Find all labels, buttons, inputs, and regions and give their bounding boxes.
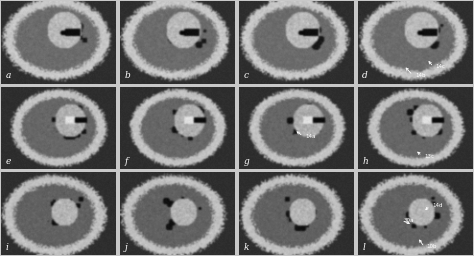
Text: e: e	[6, 157, 11, 166]
Text: 30a: 30a	[404, 218, 414, 223]
Text: f: f	[125, 157, 128, 166]
Text: b: b	[125, 71, 130, 80]
Text: i: i	[6, 243, 9, 252]
Text: a: a	[6, 71, 11, 80]
Text: l: l	[362, 243, 365, 252]
Text: 10b: 10b	[427, 244, 437, 249]
Text: j: j	[125, 243, 128, 252]
Text: d: d	[362, 71, 368, 80]
Text: c: c	[244, 71, 248, 80]
Text: 14d: 14d	[432, 203, 443, 208]
Text: 14b: 14b	[415, 73, 426, 78]
Text: h: h	[362, 157, 368, 166]
Text: k: k	[244, 243, 249, 252]
Text: g: g	[244, 157, 249, 166]
Text: 14a: 14a	[306, 134, 316, 139]
Text: 13c: 13c	[424, 154, 434, 159]
Text: 14c: 14c	[436, 65, 446, 69]
